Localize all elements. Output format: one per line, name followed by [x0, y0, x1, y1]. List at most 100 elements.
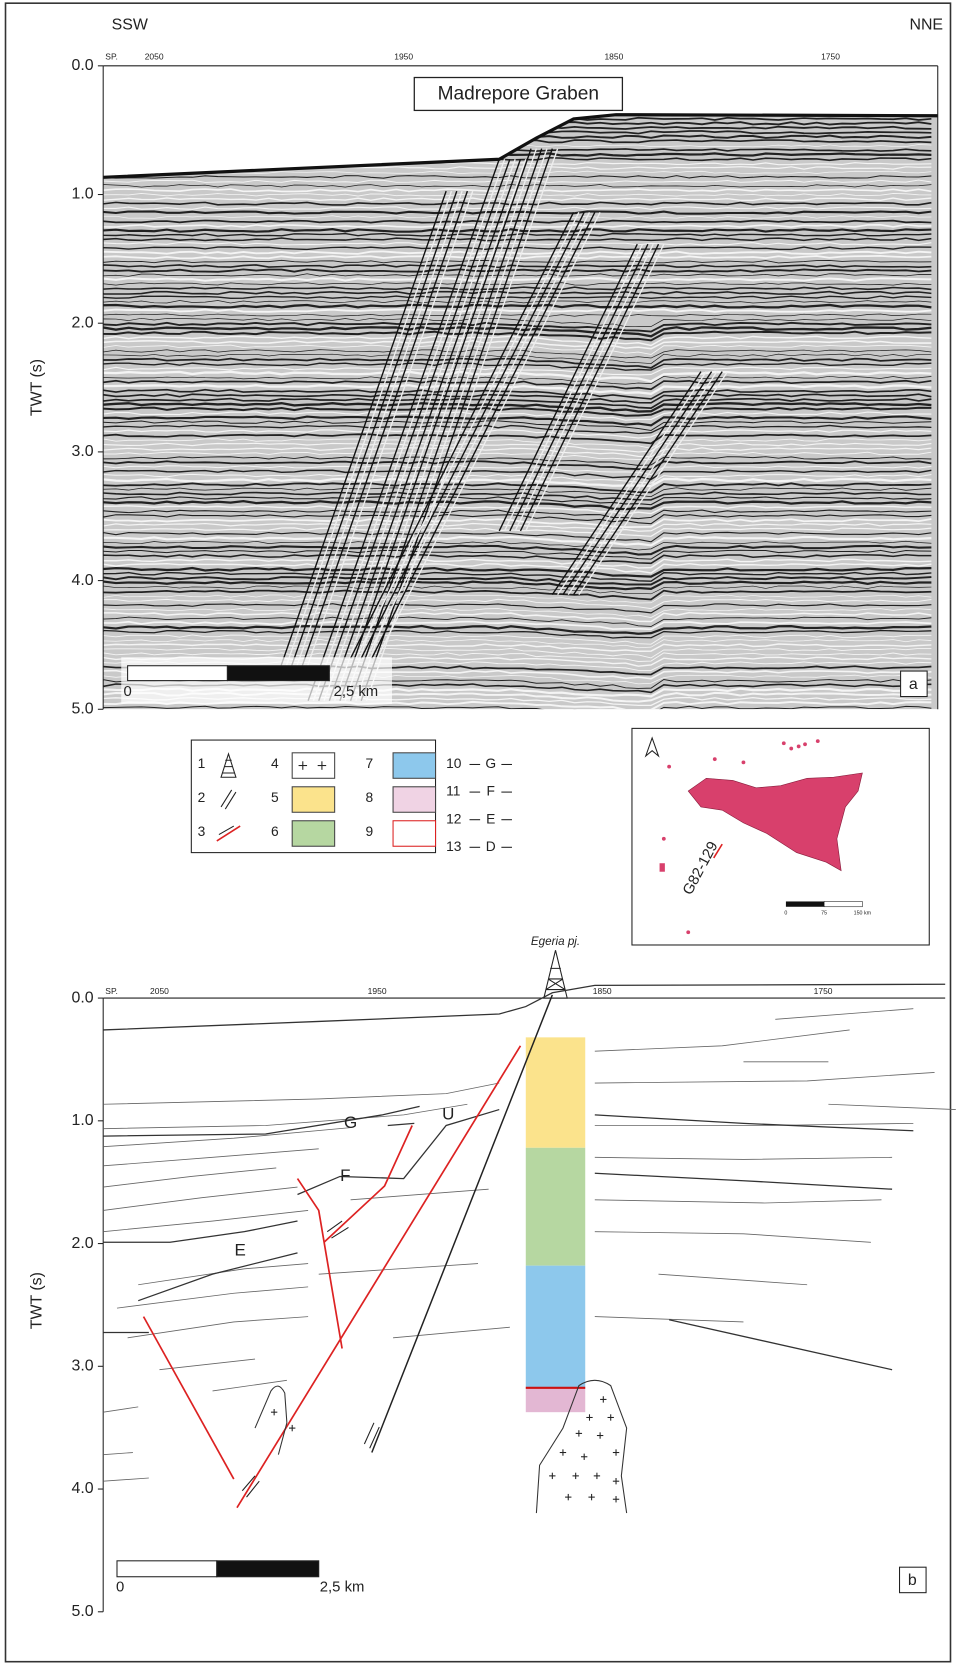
- legend-number: 3: [198, 824, 206, 839]
- reflector: [103, 330, 932, 342]
- horizon: [828, 1103, 956, 1110]
- well-symbol: [220, 752, 237, 778]
- reflector: [103, 629, 932, 639]
- reflector: [103, 273, 932, 277]
- reflector: [103, 576, 932, 586]
- reflector: [103, 303, 932, 309]
- lithology-interval: [525, 1387, 586, 1413]
- legend-label: G: [485, 756, 496, 771]
- dipping-event: [551, 371, 702, 595]
- dipping-event: [355, 212, 580, 659]
- reflector: [103, 496, 932, 506]
- dipping-event: [339, 148, 532, 702]
- reflector: [103, 442, 932, 453]
- scale-white: [116, 1560, 218, 1578]
- fault-arrow: [218, 825, 235, 836]
- horizon-label: G: [344, 1113, 357, 1132]
- reflector: [103, 549, 932, 560]
- fault-symbol: [220, 789, 237, 810]
- reflector: [103, 379, 932, 391]
- reflector: [103, 259, 932, 264]
- reflector: [103, 179, 932, 183]
- horizon-key: [138, 1252, 298, 1302]
- reflector: [103, 558, 932, 569]
- reflector: [103, 308, 932, 313]
- horizon: [138, 1263, 309, 1286]
- fault-red: [296, 1178, 343, 1349]
- reflector: [103, 652, 932, 662]
- well-derrick: [543, 950, 568, 999]
- dipping-event: [280, 190, 453, 680]
- reflector: [103, 589, 932, 601]
- panel-label: b: [908, 1572, 917, 1589]
- horizon: [103, 1148, 319, 1167]
- reflector: [103, 246, 932, 251]
- horizon-key: [103, 983, 946, 1031]
- horizon: [658, 1273, 808, 1286]
- scale-end: 2,5 km: [320, 1579, 365, 1595]
- dipping-event: [312, 159, 506, 702]
- island: [803, 742, 807, 747]
- shot-point-label: 2050: [145, 52, 164, 62]
- reflector: [103, 544, 932, 556]
- horizon: [594, 1199, 882, 1204]
- reflector: [103, 616, 932, 627]
- panel-label-box: [898, 1566, 927, 1594]
- horizon: [159, 1358, 256, 1371]
- reflector: [103, 215, 932, 219]
- fault-arrow: [363, 1422, 380, 1449]
- dipping-event: [360, 212, 585, 659]
- map-scale-tick: 150 km: [854, 911, 872, 917]
- reflector: [103, 594, 932, 604]
- fault-arrow: [241, 1475, 260, 1498]
- legend-number: 11: [446, 784, 460, 799]
- dipping-event: [498, 243, 638, 532]
- dipping-event: [557, 371, 707, 595]
- reflector: [103, 585, 932, 595]
- legend-number: 13: [446, 839, 462, 854]
- shot-point-label: 1950: [368, 986, 387, 996]
- legend-number: 10: [446, 756, 462, 771]
- horizon-key: [103, 1105, 420, 1137]
- seismic-section: [103, 114, 938, 710]
- sicily: [687, 772, 863, 872]
- shot-point-label: 1750: [821, 52, 840, 62]
- reflector: [103, 339, 932, 350]
- reflector: [103, 362, 932, 371]
- y-tick-label: 1.0: [72, 1112, 94, 1129]
- horizon: [103, 1186, 298, 1211]
- reflector: [103, 611, 932, 623]
- reflector: [103, 429, 932, 439]
- horizon-label: F: [340, 1166, 350, 1185]
- map-scale-tick: 0: [784, 911, 787, 917]
- intrusion: [535, 1379, 628, 1514]
- panel-b: 0.0 1.0 2.0 3.0 4.0 5.0 2050 1950 1850 1750: [72, 950, 956, 1620]
- island: [796, 744, 801, 749]
- reflector: [103, 509, 932, 520]
- reflector: [103, 580, 932, 591]
- horizon-key: [668, 1319, 893, 1371]
- legend-label: D: [486, 839, 496, 854]
- legend-number: 9: [365, 824, 373, 839]
- horizon: [594, 1122, 914, 1126]
- reflector: [103, 300, 932, 304]
- horizon-key: [103, 1220, 298, 1243]
- reflector: [103, 321, 932, 333]
- legend-number: 1: [198, 756, 206, 771]
- reflector: [103, 598, 932, 610]
- reflector: [103, 344, 932, 355]
- y-tick-label: 0.0: [72, 989, 94, 1006]
- horizon-key: [594, 1114, 914, 1132]
- horizon: [393, 1326, 510, 1339]
- map-scale-white: [823, 901, 863, 908]
- title-box: [413, 76, 624, 112]
- reflector: [103, 487, 932, 498]
- horizon: [594, 1156, 893, 1160]
- scale-black: [216, 1560, 320, 1578]
- y-tick-label: 0.0: [72, 57, 94, 74]
- reflector: [103, 482, 932, 494]
- dipping-event: [376, 212, 601, 659]
- horizon-label: U: [442, 1104, 454, 1123]
- reflector: [103, 313, 932, 317]
